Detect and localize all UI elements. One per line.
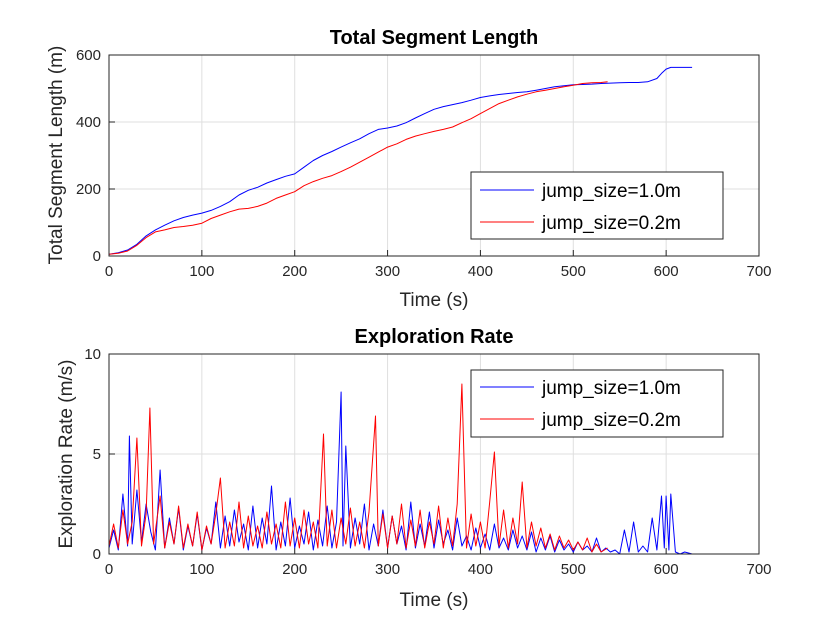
y-tick-label: 0 (93, 248, 101, 265)
y-tick-label: 400 (76, 114, 101, 131)
x-tick-label: 200 (282, 263, 307, 280)
x-tick-label: 0 (105, 561, 113, 578)
chart-title: Exploration Rate (355, 326, 514, 348)
y-axis-label: Exploration Rate (m/s) (56, 359, 77, 548)
x-tick-label: 600 (654, 263, 679, 280)
legend-label-jump-1-0: jump_size=1.0m (541, 378, 681, 399)
y-axis-label: Total Segment Length (m) (46, 46, 67, 265)
axes-box-total-segment-length (108, 54, 760, 257)
y-tick-label: 200 (76, 181, 101, 198)
x-axis-label: Time (s) (400, 290, 469, 311)
y-tick-label: 0 (93, 546, 101, 563)
chart-title: Total Segment Length (330, 27, 539, 49)
series-lines-total-segment-length (108, 66, 693, 255)
x-tick-label: 100 (189, 561, 214, 578)
x-axis-label: Time (s) (400, 590, 469, 611)
axes-box-exploration-rate (108, 353, 760, 555)
legend-label-jump-0-2: jump_size=0.2m (541, 213, 681, 234)
x-tick-label: 300 (375, 561, 400, 578)
x-tick-label: 700 (746, 263, 771, 280)
legend-label-jump-1-0: jump_size=1.0m (541, 181, 681, 202)
x-tick-label: 300 (375, 263, 400, 280)
legend-label-jump-0-2: jump_size=0.2m (541, 410, 681, 431)
legend-total-segment-length: jump_size=1.0m jump_size=0.2m (470, 171, 724, 240)
y-tick-label: 5 (93, 446, 101, 463)
chart-total-segment-length: 0 100 200 300 400 500 600 700 0 200 400 600 Total S… (46, 27, 772, 311)
x-tick-label: 400 (468, 561, 493, 578)
series-lines-exploration-rate (108, 383, 693, 555)
series-line-jump-0-2 (108, 81, 608, 255)
chart-exploration-rate: 0 100 200 300 400 500 600 700 0 5 10 Exploration R… (56, 326, 772, 611)
x-tick-label: 100 (189, 263, 214, 280)
series-line-jump-1-0 (108, 66, 693, 255)
tick-labels-total-segment-length: 0 100 200 300 400 500 600 700 0 200 400 600 (76, 47, 772, 280)
x-tick-label: 500 (561, 263, 586, 280)
x-tick-label: 200 (282, 561, 307, 578)
y-tick-label: 10 (84, 346, 101, 363)
tick-labels-exploration-rate: 0 100 200 300 400 500 600 700 0 5 10 (84, 346, 771, 578)
legend-exploration-rate: jump_size=1.0m jump_size=0.2m (470, 369, 724, 438)
x-tick-label: 400 (468, 263, 493, 280)
series-line-jump-0-2 (108, 383, 608, 553)
x-tick-label: 0 (105, 263, 113, 280)
x-tick-label: 600 (654, 561, 679, 578)
x-tick-label: 500 (561, 561, 586, 578)
legend-box (470, 369, 724, 438)
y-tick-label: 600 (76, 47, 101, 64)
legend-box (470, 171, 724, 240)
x-tick-label: 700 (746, 561, 771, 578)
